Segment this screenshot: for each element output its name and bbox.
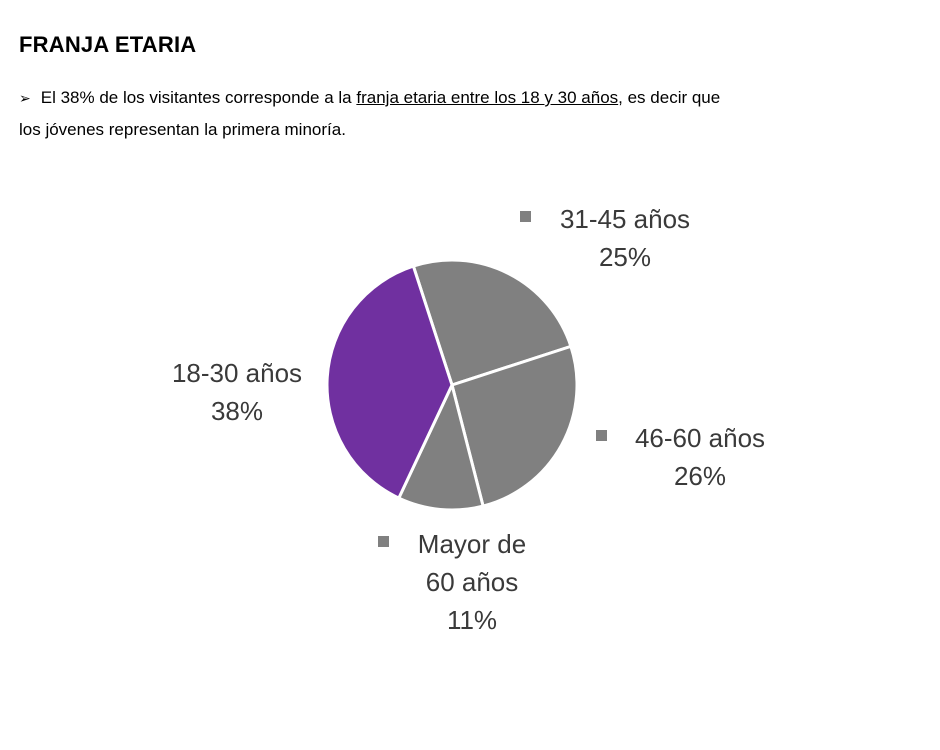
legend-marker-icon bbox=[596, 430, 607, 441]
paragraph-text-after: , es decir que bbox=[618, 88, 721, 107]
bullet-arrow-icon: ➢ bbox=[19, 90, 31, 106]
pie-slice bbox=[411, 258, 573, 387]
pie-slice bbox=[325, 264, 454, 500]
summary-paragraph: ➢ El 38% de los visitantes corresponde a … bbox=[19, 82, 901, 146]
paragraph-text-before: El 38% de los visitantes corresponde a l… bbox=[40, 88, 352, 107]
slice-label: 18-30 años 38% bbox=[172, 358, 302, 426]
paragraph-underlined-text: franja etaria entre los 18 y 30 años bbox=[356, 88, 619, 107]
slice-label: Mayor de 60 años 11% bbox=[418, 529, 526, 635]
legend-marker-icon bbox=[520, 211, 531, 222]
legend-marker-icon bbox=[378, 536, 389, 547]
pie-slice bbox=[397, 383, 485, 512]
paragraph-line-2: los jóvenes representan la primera minor… bbox=[19, 120, 346, 139]
slice-label: 46-60 años 26% bbox=[635, 423, 765, 491]
page-heading: FRANJA ETARIA bbox=[19, 32, 197, 57]
slice-label: 31-45 años 25% bbox=[560, 204, 690, 272]
pie-slice bbox=[450, 344, 579, 508]
